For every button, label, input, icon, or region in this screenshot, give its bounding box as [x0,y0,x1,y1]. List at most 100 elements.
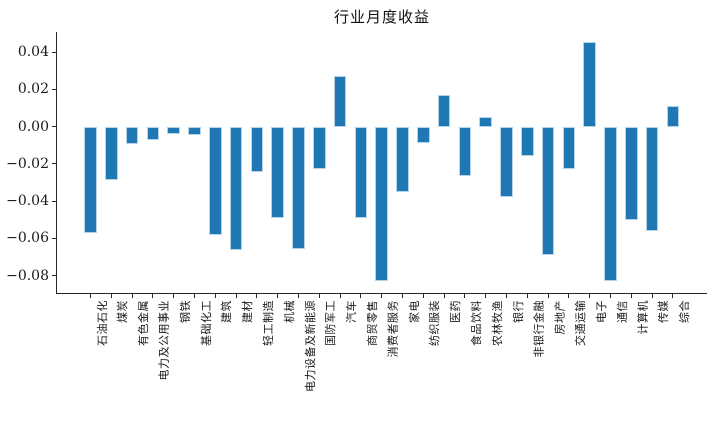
x-tick-mark [526,294,528,298]
bar [562,126,576,169]
x-tick-label: 家电 [407,300,421,323]
x-tick-mark [131,294,133,298]
x-tick-mark [443,294,445,298]
bar [437,95,451,127]
bar [479,117,492,127]
x-tick-mark [381,294,383,298]
y-tick-label: −0.06 [6,230,49,247]
x-tick-mark [464,294,466,298]
x-tick-label: 有色金属 [137,300,151,346]
x-tick-label: 电力设备及新能源 [303,300,317,392]
bar [292,126,305,249]
x-tick-label: 国防军工 [324,300,338,346]
y-tick-mark [52,51,56,53]
y-tick-mark [52,274,56,277]
x-tick-mark [401,294,404,298]
x-tick-mark [152,294,154,298]
x-tick-label: 基础化工 [199,300,213,346]
x-tick-label: 传媒 [657,300,671,323]
bar [229,126,243,251]
chart-title: 行业月度收益 [333,8,430,26]
y-tick-mark [52,163,56,165]
y-tick-mark [52,237,56,239]
x-tick-mark [422,294,424,298]
x-tick-label: 机械 [282,300,296,323]
x-tick-mark [651,294,653,298]
bar [84,126,97,233]
bar [417,126,430,144]
x-tick-label: 轻工制造 [261,300,275,346]
bar [354,126,368,218]
x-tick-label: 综合 [677,300,691,323]
x-tick-label: 农林牧渔 [490,300,504,346]
x-tick-label: 煤炭 [116,300,130,323]
y-tick-label: −0.08 [6,267,49,284]
x-tick-mark [318,294,320,298]
bar [583,42,596,127]
bar [209,126,222,235]
x-tick-label: 建筑 [220,300,234,323]
x-tick-label: 银行 [511,300,525,323]
x-tick-mark [214,294,216,298]
x-tick-label: 计算机 [636,300,650,335]
x-tick-mark [609,294,612,298]
bar [541,126,555,256]
x-tick-label: 商贸零售 [365,300,379,346]
x-tick-mark [339,294,341,298]
x-tick-label: 汽车 [345,300,359,323]
x-tick-label: 电力及公用事业 [157,300,171,381]
x-tick-mark [672,294,674,298]
bar [250,126,264,173]
x-tick-mark [89,294,92,298]
bar [521,126,534,157]
y-tick-label: 0.00 [17,118,49,135]
bar [500,126,513,198]
bar [604,126,617,282]
x-tick-mark [173,294,175,298]
x-tick-label: 房地产 [553,300,567,335]
y-tick-label: 0.04 [17,44,49,61]
bar [625,126,638,220]
bar [666,106,680,127]
x-tick-mark [193,294,196,298]
x-tick-label: 医药 [449,300,463,323]
x-tick-mark [297,294,300,298]
x-tick-label: 电子 [594,300,608,323]
y-axis-spine [56,32,58,294]
x-tick-label: 石油石化 [95,300,109,346]
x-tick-mark [589,294,591,298]
bar [146,126,160,140]
y-tick-label: 0.02 [17,81,49,98]
bar [333,75,347,127]
x-tick-label: 食品饮料 [469,300,483,346]
y-tick-label: −0.02 [6,155,49,172]
x-tick-label: 钢铁 [178,300,192,323]
y-tick-mark [52,88,56,91]
x-tick-label: 通信 [615,300,629,323]
x-tick-mark [630,294,632,298]
y-tick-mark [52,200,56,202]
bar [105,126,118,180]
x-tick-mark [360,294,362,298]
bar [271,126,284,218]
x-tick-mark [568,294,570,298]
bar [188,126,201,136]
bar [645,126,659,231]
x-tick-mark [277,294,279,298]
x-tick-mark [235,294,237,298]
x-tick-label: 消费者服务 [386,300,400,358]
y-tick-label: −0.04 [6,193,49,210]
y-tick-mark [52,126,56,128]
x-tick-mark [547,294,549,298]
x-tick-mark [485,294,487,298]
x-tick-mark [110,294,112,298]
bar [396,126,409,192]
x-tick-mark [505,294,508,298]
bar [125,126,139,145]
x-tick-label: 建材 [241,300,255,323]
bar [375,126,388,282]
bar [167,126,180,135]
bar [458,126,472,176]
x-tick-label: 非银行金融 [532,300,546,358]
